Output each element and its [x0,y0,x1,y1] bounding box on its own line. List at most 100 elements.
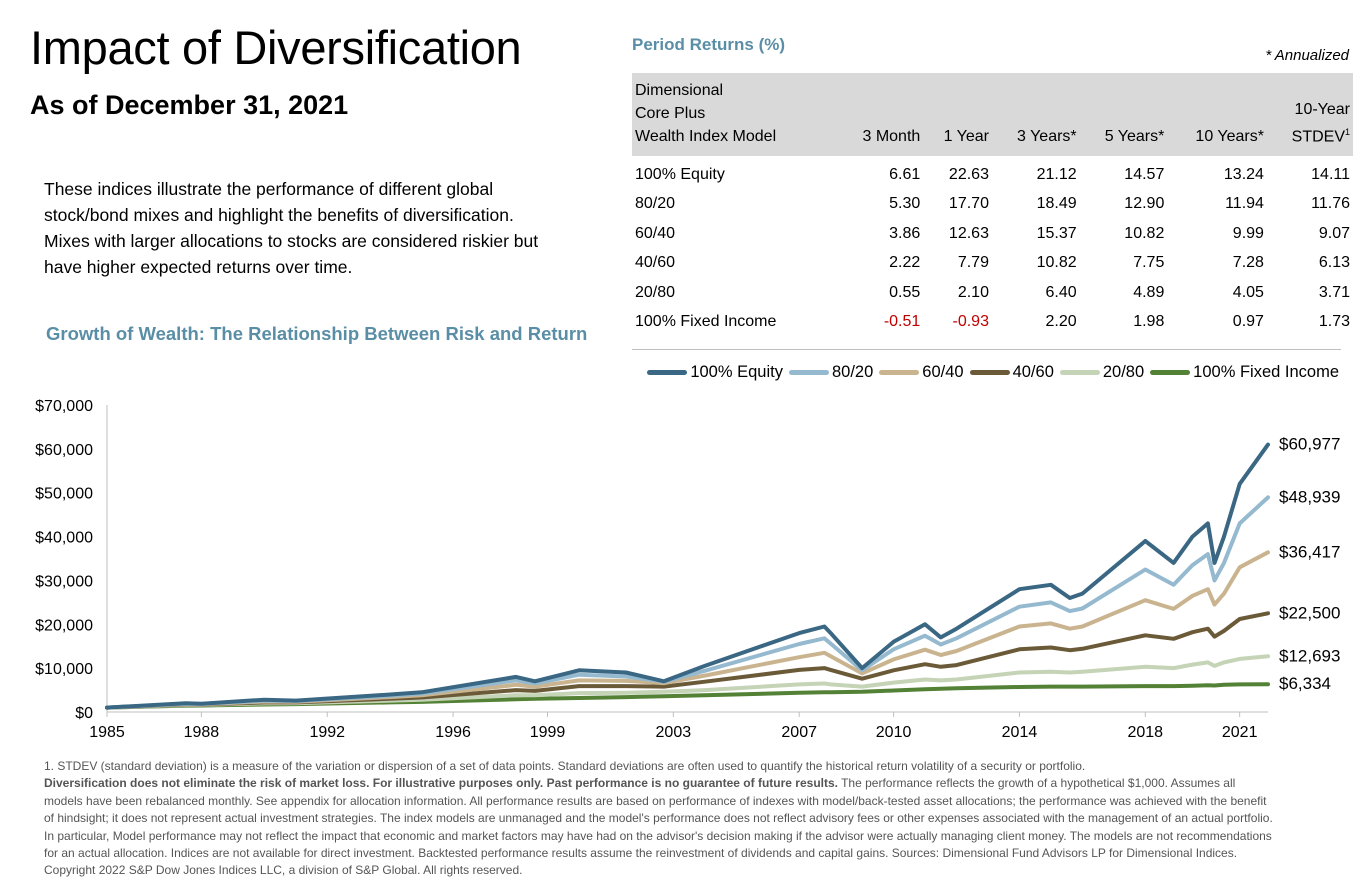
series-end-label: $48,939 [1279,487,1340,506]
table-row: 100% Fixed Income -0.51 -0.93 2.20 1.98 0.97 1… [632,308,1353,338]
table-cell: 6.61 [889,165,921,183]
x-tick-label: 2018 [1127,724,1163,741]
legend-swatch [647,370,688,375]
x-tick-label: 1996 [435,724,471,741]
stdev-header-top: 10-Year [1294,100,1350,118]
column-header-1-year: 1 Year [923,73,992,156]
table-cell: 4.05 [1232,283,1264,301]
description-text: These indices illustrate the performance… [44,179,539,277]
series-line [105,495,1270,710]
table-cell: 0.97 [1232,313,1264,331]
series-end-label: $36,417 [1279,542,1340,561]
x-tick-label: 1999 [530,724,566,741]
row-label: 60/40 [635,224,676,242]
row-label: 100% Equity [635,165,725,183]
y-tick-label: $60,000 [35,442,93,459]
table-cell: 0.55 [889,283,921,301]
y-tick-label: $30,000 [35,573,93,590]
series-end-label: $6,334 [1279,674,1331,693]
legend-swatch [879,370,920,375]
series-line [105,611,1270,710]
table-cell: 2.22 [889,254,921,272]
series-line [105,442,1270,710]
model-header-line: Core Plus [635,105,706,122]
table-cell: 3.71 [1318,283,1350,301]
table-cell: 5.30 [889,195,921,213]
table-cell: 6.40 [1045,283,1077,301]
column-header-stdev: 10-Year STDEV1 [1266,73,1353,156]
table-cell: 10.82 [1124,224,1165,242]
table-cell: 3.86 [889,224,921,242]
table-cell: 9.99 [1232,224,1264,242]
x-tick-label: 1988 [184,724,220,741]
table-cell: 4.89 [1133,283,1165,301]
y-tick-label: $0 [75,705,93,722]
series-end-label: $22,500 [1279,603,1340,622]
y-tick-label: $20,000 [35,617,93,634]
legend-item: 40/60 [969,363,1054,382]
column-header-model: Dimensional Core Plus Wealth Index Model [632,73,838,156]
column-header-3-month: 3 Month [838,73,924,156]
footnote-disclosure: Diversification does not eliminate the r… [44,775,1274,879]
disclosure-text: The performance reflects the growth of a… [44,776,1273,878]
chart-legend: 100% Equity 80/20 60/40 40/60 20/80 100% Fixe… [641,363,1339,382]
stdev-header-bottom: STDEV [1291,128,1345,145]
divider-line [632,349,1341,350]
growth-of-wealth-chart: $0 $10,000 $20,000 $30,000 $40,000 $50,000 $60… [35,398,1340,741]
legend-swatch [788,370,829,375]
row-label: 80/20 [635,195,676,213]
table-row: 60/40 3.86 12.63 15.37 10.82 9.99 9.07 [632,219,1353,249]
row-label: 100% Fixed Income [635,313,777,331]
table-row: 20/80 0.55 2.10 6.40 4.89 4.05 3.71 [632,278,1353,308]
legend-item: 80/20 [788,363,874,382]
table-header-row: Dimensional Core Plus Wealth Index Model… [632,73,1353,156]
table-body: 100% Equity 6.61 22.63 21.12 14.57 13.24 14.11… [632,156,1353,337]
footnotes: 1. STDEV (standard deviation) is a measu… [44,758,1274,880]
x-tick-label: 2007 [781,724,817,741]
table-cell: 2.20 [1045,313,1077,331]
legend-label: 80/20 [831,363,874,381]
y-tick-label: $10,000 [35,661,93,678]
legend-label: 60/40 [922,363,964,381]
period-returns-table: Dimensional Core Plus Wealth Index Model… [632,73,1353,337]
page-subtitle: As of December 31, 2021 [30,90,349,120]
table-cell: 18.49 [1036,195,1077,213]
series-end-label: $12,693 [1279,646,1340,665]
x-tick-label: 1992 [309,724,345,741]
table-cell: 21.12 [1036,165,1077,183]
table-cell: 13.24 [1223,165,1264,183]
legend-label: 40/60 [1012,363,1054,381]
table-cell: 14.57 [1124,165,1165,183]
period-returns-title: Period Returns (%) [632,35,786,54]
legend-swatch [969,370,1010,375]
x-tick-label: 2014 [1002,724,1038,741]
y-tick-label: $70,000 [35,398,93,415]
table-cell: 11.76 [1311,195,1350,213]
table-cell: -0.51 [883,313,921,331]
legend-item: 60/40 [879,363,964,382]
table-cell: 14.11 [1311,165,1350,183]
table-cell: 15.37 [1036,224,1077,242]
table-row: 100% Equity 6.61 22.63 21.12 14.57 13.24 14.11 [632,156,1353,190]
legend-label: 100% Equity [690,363,783,381]
legend-swatch [1059,370,1100,375]
table-cell: 7.79 [957,254,989,272]
table-cell: 7.75 [1133,254,1165,272]
legend-swatch [1150,370,1191,375]
page-title: Impact of Diversification [30,21,522,74]
table-cell: 1.73 [1318,313,1350,331]
x-tick-label: 2003 [656,724,692,741]
y-tick-label: $50,000 [35,486,93,503]
table-row: 80/20 5.30 17.70 18.49 12.90 11.94 11.76 [632,190,1353,220]
legend-label: 20/80 [1102,363,1145,381]
legend-label: 100% Fixed Income [1193,363,1339,381]
growth-chart-title: Growth of Wealth: The Relationship Betwe… [46,323,588,344]
table-cell: 9.07 [1318,224,1350,242]
x-tick-label: 2010 [876,724,912,741]
table-cell: -0.93 [952,313,989,331]
annualized-note: * Annualized [1265,47,1349,64]
series-end-label: $60,977 [1279,435,1340,454]
x-tick-label: 1985 [89,724,125,741]
model-header-line: Wealth Index Model [635,128,777,145]
legend-item: 100% Equity [647,363,783,382]
